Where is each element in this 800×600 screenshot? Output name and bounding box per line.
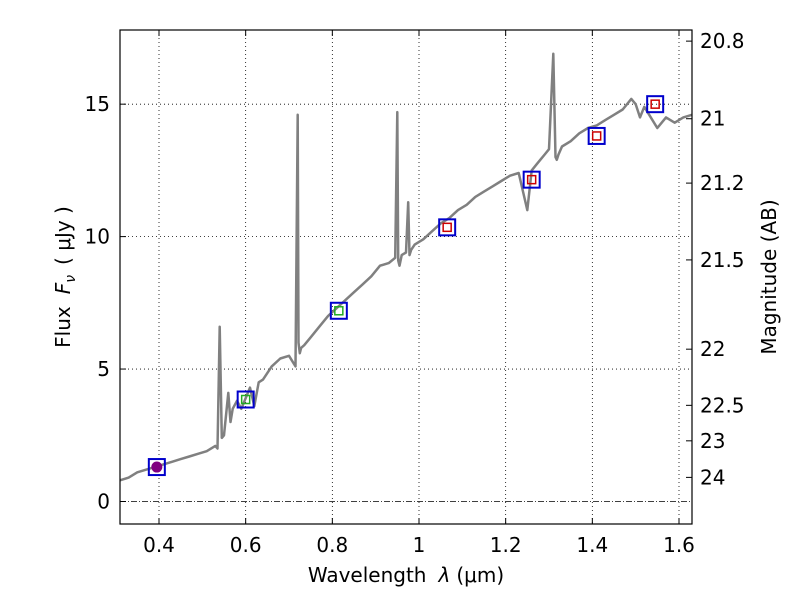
photometry-markers [147,95,665,477]
marker-inner-square [526,174,537,185]
grid [120,30,692,524]
x-tick-label: 1 [413,533,426,557]
plot-frame [119,29,693,525]
marker-outer-square [147,458,166,477]
mag-tick-label: 21.2 [700,171,745,195]
photometry-marker [147,458,166,477]
photometry-marker [646,95,665,114]
photometry-marker [438,218,457,237]
y-tick-label: 15 [85,92,110,116]
marker-inner-square [650,99,660,109]
marker-outer-square [329,301,348,320]
x-tick-label: 0.8 [316,533,348,557]
mag-tick-label: 21 [700,107,725,131]
mag-tick-label: 20.8 [700,29,745,53]
x-tick-label: 1.4 [576,533,608,557]
x-tick-label: 1.6 [663,533,695,557]
marker-inner-square [334,306,344,316]
x-tick-label: 0.4 [143,533,175,557]
marker-inner-square [240,394,251,405]
photometry-marker [522,170,541,189]
axis-ticks: 0.4 0.6 0.8 1 1.2 1.4 1.6 0 5 10 15 20.8 21 21.2 21.5 2… [85,29,745,557]
photometry-marker [329,301,348,320]
y-axis-title: FluxFν( μJy ) [51,206,79,348]
photometry-marker [587,126,606,145]
marker-outer-square [236,390,255,409]
mag-tick-label: 21.5 [700,248,745,272]
x-axis-title: Wavelength λ (μm) [308,563,504,587]
marker-outer-square [646,95,665,114]
marker-outer-square [438,218,457,237]
marker-inner-square [591,131,602,141]
y-tick-label: 5 [97,357,110,381]
mag-tick-label: 22 [700,337,725,361]
spectrum-line [119,52,693,482]
series-layer [119,52,693,482]
marker-outer-square [587,126,606,145]
mag-tick-label: 23 [700,429,725,453]
x-tick-label: 0.6 [230,533,262,557]
marker-inner-square [442,222,452,233]
y2-axis-title: Magnitude (AB) [757,199,781,354]
marker-inner-dot [151,461,163,473]
marker-outer-square [522,170,541,189]
mag-tick-label: 22.5 [700,393,745,417]
photometry-marker [236,390,255,409]
mag-tick-label: 24 [700,465,725,489]
x-tick-label: 1.2 [490,533,522,557]
y-tick-label: 10 [85,225,110,249]
y-tick-label: 0 [97,489,110,513]
